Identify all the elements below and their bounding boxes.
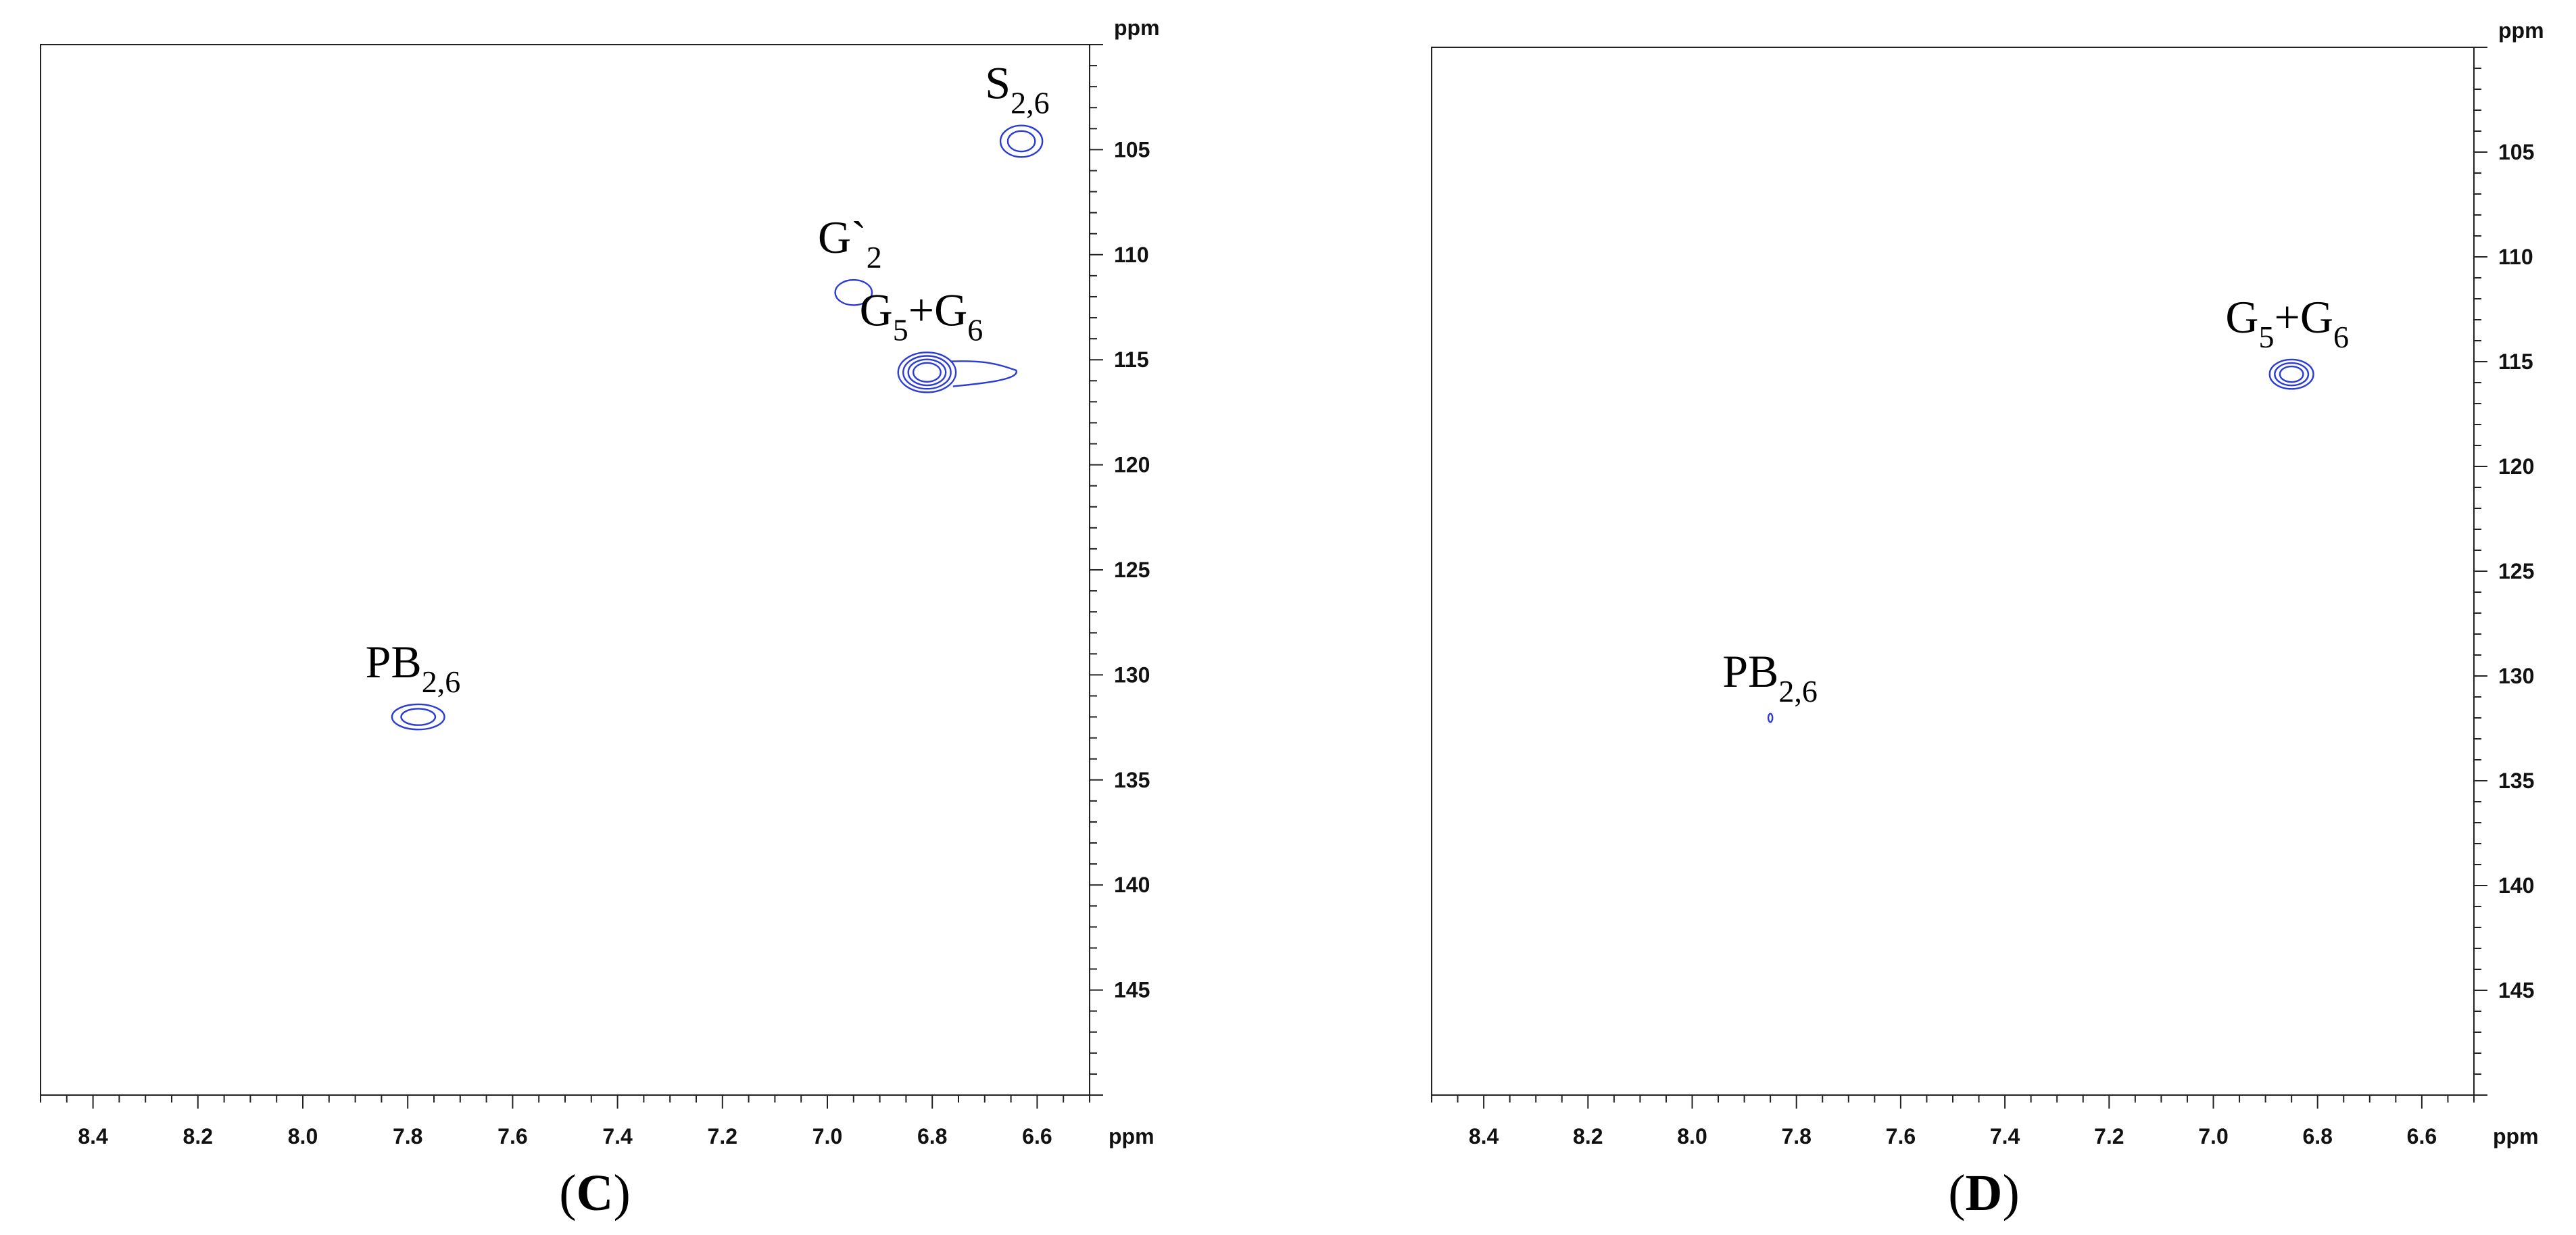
- peak-label-tail-sub: 6: [967, 312, 983, 347]
- y-tick-label: 145: [1114, 978, 1150, 1002]
- y-tick-label: 120: [1114, 453, 1150, 477]
- peak-label-sub: 2,6: [422, 664, 461, 699]
- peak-label-sub: 5: [2258, 320, 2274, 354]
- peak-label-tail: +G: [2274, 291, 2333, 343]
- peak-label-sub: 5: [893, 312, 908, 347]
- x-tick-label: 8.0: [288, 1124, 318, 1148]
- peak-label-main: G`: [818, 212, 867, 263]
- y-tick-label: 145: [2498, 978, 2534, 1002]
- peak-contour: [834, 279, 873, 306]
- x-tick-label: 6.8: [917, 1124, 947, 1148]
- x-axis-unit: ppm: [1109, 1124, 1155, 1148]
- caption-close: ): [2002, 1165, 2019, 1221]
- y-tick-label: 125: [2498, 559, 2534, 583]
- contour-level: [834, 279, 873, 306]
- contour-level: [902, 355, 952, 390]
- x-axis-unit: ppm: [2493, 1124, 2539, 1148]
- peak-contour: [391, 703, 445, 731]
- plot-frame: [1431, 47, 2475, 1096]
- peak-label: PB2,6: [1722, 646, 1818, 708]
- y-tick-label: 110: [2498, 245, 2533, 269]
- x-tick-label: 8.2: [1573, 1124, 1603, 1148]
- peak-label-sub: 2,6: [1778, 674, 1818, 708]
- caption-open: (: [559, 1165, 576, 1221]
- x-tick-label: 7.2: [2094, 1124, 2124, 1148]
- panel-caption: (D): [1948, 1165, 2020, 1221]
- peak-label: G5+G6: [860, 284, 983, 347]
- peak-label-sub: 2,6: [1011, 86, 1050, 120]
- x-tick-label: 7.2: [708, 1124, 737, 1148]
- x-tick-label: 7.4: [602, 1124, 633, 1148]
- y-tick-label: 125: [1114, 558, 1150, 582]
- y-tick-label: 105: [1114, 137, 1150, 162]
- peak-label-main: G: [2225, 291, 2258, 343]
- contour-level: [2268, 358, 2314, 390]
- x-tick-label: 8.4: [1469, 1124, 1499, 1148]
- x-tick-label: 7.4: [1990, 1124, 2020, 1148]
- x-tick-label: 8.0: [1677, 1124, 1707, 1148]
- peak-contour: [1767, 712, 1774, 723]
- x-tick-label: 7.6: [497, 1124, 527, 1148]
- y-tick-label: 120: [2498, 454, 2534, 479]
- caption-letter: C: [577, 1165, 614, 1221]
- x-tick-label: 7.8: [393, 1124, 422, 1148]
- x-tick-label: 8.2: [183, 1124, 213, 1148]
- y-tick-label: 130: [1114, 662, 1150, 687]
- x-tick-label: 8.4: [78, 1124, 108, 1148]
- y-tick-label: 135: [2498, 769, 2534, 793]
- panel-caption: (C): [559, 1165, 631, 1221]
- peak-label: G5+G6: [2225, 291, 2349, 354]
- peak-label-tail: +G: [908, 284, 967, 335]
- y-tick-label: 105: [2498, 140, 2534, 164]
- peak-contour: [897, 352, 1017, 393]
- caption-letter: D: [1966, 1165, 2003, 1221]
- x-tick-label: 6.6: [1022, 1124, 1052, 1148]
- caption-open: (: [1948, 1165, 1965, 1221]
- peak-label-main: S: [985, 57, 1011, 109]
- peak-label-main: PB: [366, 636, 422, 687]
- contour-level: [912, 362, 942, 383]
- y-tick-label: 115: [2498, 349, 2533, 374]
- contour-level: [400, 708, 437, 726]
- y-tick-label: 110: [1114, 243, 1149, 267]
- peak-label: S2,6: [985, 57, 1049, 120]
- panel-d: 105 110 115 120 125 130 135 140 145 ppm 8.4 8.2 8.0 7…: [1431, 18, 2544, 1221]
- caption-close: ): [613, 1165, 630, 1221]
- contour-level: [2274, 362, 2310, 387]
- y-tick-label: 115: [1114, 347, 1149, 372]
- contour-level: [999, 124, 1044, 158]
- peak-contour: [999, 124, 1044, 158]
- x-tick-label: 7.8: [1781, 1124, 1811, 1148]
- contour-level: [391, 703, 445, 731]
- plot-frame: [40, 44, 1090, 1096]
- contour-level: [2279, 365, 2304, 383]
- peak-label: PB2,6: [366, 636, 461, 699]
- contour-level: [907, 358, 947, 387]
- peak-label-tail-sub: 6: [2333, 320, 2349, 354]
- x-tick-label: 6.6: [2407, 1124, 2437, 1148]
- y-tick-label: 140: [1114, 873, 1150, 897]
- contour-level: [1006, 130, 1036, 153]
- contour-tail: [950, 360, 1017, 387]
- contour-level: [1767, 712, 1774, 723]
- y-axis-unit: ppm: [2498, 18, 2544, 43]
- peak-contour: [2268, 358, 2314, 390]
- x-tick-label: 7.0: [2198, 1124, 2228, 1148]
- peak-label-main: PB: [1722, 646, 1778, 697]
- x-tick-label: 7.6: [1886, 1124, 1916, 1148]
- y-tick-label: 135: [1114, 768, 1150, 792]
- peak-label-sub: 2: [867, 240, 882, 274]
- panel-c: 105 110 115 120 125 130 135 140 145 ppm 8.4 8.2 8.0 7…: [40, 16, 1160, 1221]
- peak-label-main: G: [860, 284, 893, 335]
- x-tick-label: 6.8: [2302, 1124, 2332, 1148]
- y-tick-label: 140: [2498, 873, 2534, 898]
- contour-level: [897, 352, 957, 393]
- x-tick-label: 7.0: [812, 1124, 842, 1148]
- y-tick-label: 130: [2498, 664, 2534, 688]
- y-axis-unit: ppm: [1114, 16, 1160, 40]
- peak-label: G`2: [818, 212, 882, 274]
